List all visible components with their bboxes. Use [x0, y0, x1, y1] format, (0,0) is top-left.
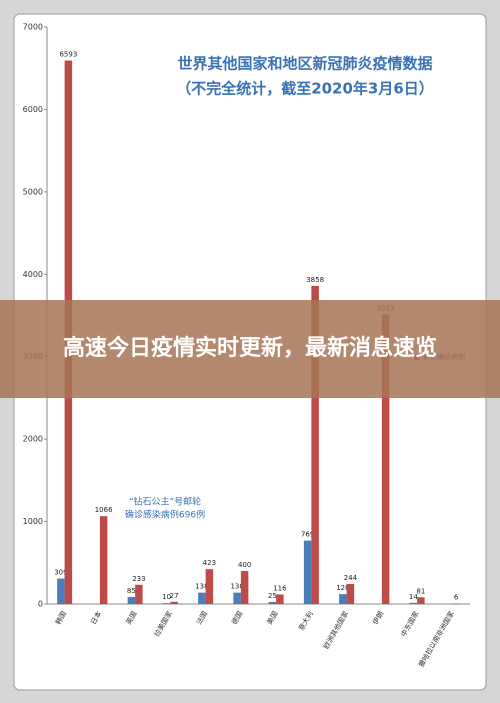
value-label: 14: [409, 593, 418, 601]
value-label: 769: [301, 531, 314, 539]
value-label: 10: [162, 593, 171, 601]
bar: [381, 314, 390, 604]
headline: 高速今日疫情实时更新，最新消息速览: [62, 336, 437, 361]
bar: [303, 540, 312, 604]
y-tick-label: 4000: [23, 270, 43, 279]
annotation: “钻石公主”号邮轮: [129, 496, 201, 508]
y-tick-label: 7000: [23, 23, 43, 32]
bar: [135, 584, 143, 604]
bar: [268, 601, 277, 604]
value-label: 244: [344, 574, 358, 582]
bar: [417, 597, 425, 604]
bar: [276, 594, 284, 604]
chart-title: 世界其他国家和地区新冠肺炎疫情数据: [177, 55, 432, 73]
value-label: 25: [268, 592, 277, 600]
value-label: 81: [416, 587, 425, 595]
bar: [205, 569, 214, 604]
y-tick-label: 0: [38, 600, 43, 609]
bar: [170, 601, 178, 604]
value-label: 423: [203, 559, 216, 567]
bar: [198, 592, 206, 604]
value-label: 138: [195, 583, 208, 591]
value-label: 3858: [306, 276, 324, 284]
value-label: 138: [230, 583, 243, 591]
value-label: 233: [132, 575, 145, 583]
chart-subtitle: （不完全统计，截至2020年3月6日）: [176, 80, 434, 98]
bar: [311, 285, 319, 604]
value-label: 85: [127, 587, 136, 595]
bar: [409, 602, 418, 604]
bar: [57, 578, 65, 604]
y-tick-label: 6000: [23, 105, 43, 114]
headline-banner: 高速今日疫情实时更新，最新消息速览: [0, 300, 500, 398]
value-label: 400: [238, 561, 251, 569]
value-label: 1066: [95, 506, 113, 514]
value-label: 27: [170, 592, 179, 600]
value-label: 120: [336, 584, 349, 592]
value-label: 6593: [59, 51, 77, 59]
bar: [346, 583, 355, 604]
bar: [240, 571, 249, 604]
bar: [233, 592, 241, 604]
value-label: 116: [273, 584, 287, 592]
bar: [339, 594, 347, 604]
value-label: 6: [454, 594, 459, 602]
annotation: 确诊感染病例696例: [125, 509, 205, 521]
y-tick-label: 1000: [23, 517, 43, 526]
bar: [162, 603, 171, 604]
y-tick-label: 2000: [23, 435, 43, 444]
bar: [127, 596, 136, 604]
y-tick-label: 5000: [23, 187, 43, 196]
value-label: 309: [54, 569, 67, 577]
bar: [99, 516, 108, 604]
